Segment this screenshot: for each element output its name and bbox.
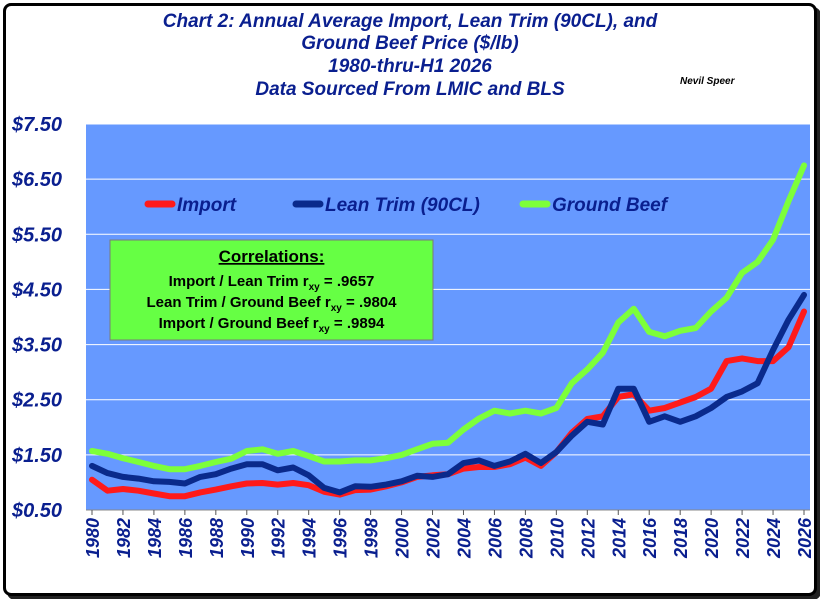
y-tick-label: $2.50 xyxy=(11,390,62,412)
x-tick-label: 2020 xyxy=(702,518,722,559)
x-tick-label: 1984 xyxy=(145,518,165,558)
x-tick-label: 2026 xyxy=(795,517,815,559)
legend-label: Import xyxy=(177,195,237,216)
series-line-ground-beef xyxy=(89,162,807,473)
correlations-box: Correlations: Import / Lean Trim rxy = .… xyxy=(109,239,434,341)
legend-label: Ground Beef xyxy=(552,195,669,216)
correlation-line-2: Lean Trim / Ground Beef rxy = .9804 xyxy=(147,294,398,314)
correlation-value: = .9804 xyxy=(342,294,397,311)
correlation-line-3: Import / Ground Beef rxy = .9894 xyxy=(159,315,385,335)
x-tick-label: 2018 xyxy=(671,518,691,559)
legend-label: Lean Trim (90CL) xyxy=(325,195,480,216)
correlations-heading: Correlations: xyxy=(219,247,325,266)
correlation-sub: xy xyxy=(309,282,321,293)
x-tick-label: 2008 xyxy=(516,518,536,559)
x-axis-ticks: 1980 1982 1984 1986 1988 1990 1992 1994 1996 1998… xyxy=(83,510,815,559)
chart-title-line-4: Data Sourced From LMIC and BLS xyxy=(255,79,565,100)
correlation-value: = .9894 xyxy=(330,315,385,332)
x-tick-label: 2024 xyxy=(764,518,784,559)
y-tick-label: $4.50 xyxy=(11,279,62,301)
x-tick-label: 1990 xyxy=(238,518,258,558)
x-tick-label: 2002 xyxy=(424,518,444,559)
correlation-sub: xy xyxy=(331,303,343,314)
legend: Import Lean Trim (90CL) Ground Beef xyxy=(144,195,669,216)
x-tick-label: 1988 xyxy=(207,518,227,558)
correlation-pair: Lean Trim / Ground Beef r xyxy=(147,294,331,311)
gridlines xyxy=(86,123,810,511)
correlation-pair: Import / Ground Beef r xyxy=(159,315,319,332)
y-axis-ticks: $0.50 $1.50 $2.50 $3.50 $4.50 $5.50 $6.50 $7.50 xyxy=(11,114,62,522)
author-credit: Nevil Speer xyxy=(680,76,735,87)
y-tick-label: $0.50 xyxy=(11,500,62,522)
y-tick-label: $6.50 xyxy=(11,169,62,191)
series-lines xyxy=(89,162,807,500)
correlation-pair: Import / Lean Trim r xyxy=(169,273,309,290)
correlations-box-bg xyxy=(109,239,434,341)
y-tick-label: $3.50 xyxy=(11,335,62,357)
x-tick-label: 2022 xyxy=(733,518,753,559)
x-tick-label: 2014 xyxy=(609,518,629,559)
chart-title-line-1: Chart 2: Annual Average Import, Lean Tri… xyxy=(162,11,658,32)
x-tick-label: 1980 xyxy=(83,518,103,558)
x-tick-label: 2004 xyxy=(454,518,474,559)
y-tick-label: $7.50 xyxy=(11,114,62,136)
x-tick-label: 1992 xyxy=(269,518,289,558)
x-tick-label: 2000 xyxy=(393,518,413,559)
x-tick-label: 1986 xyxy=(176,517,196,558)
x-tick-label: 2010 xyxy=(547,518,567,559)
x-tick-label: 1998 xyxy=(362,518,382,558)
series-line-lean-trim-90cl xyxy=(89,291,807,496)
correlation-sub: xy xyxy=(319,324,331,335)
y-tick-label: $5.50 xyxy=(11,224,62,246)
x-tick-label: 2006 xyxy=(485,517,505,559)
y-tick-label: $1.50 xyxy=(11,445,62,467)
x-tick-label: 1982 xyxy=(114,518,134,558)
x-tick-label: 1996 xyxy=(331,517,351,558)
x-tick-label: 1994 xyxy=(300,518,320,558)
chart-title-line-2: Ground Beef Price ($/lb) xyxy=(301,33,519,54)
correlation-value: = .9657 xyxy=(320,273,375,290)
x-tick-label: 2016 xyxy=(640,517,660,559)
x-tick-label: 2012 xyxy=(578,518,598,559)
chart-title-line-3: 1980-thru-H1 2026 xyxy=(328,56,492,77)
correlation-line-1: Import / Lean Trim rxy = .9657 xyxy=(169,273,375,293)
